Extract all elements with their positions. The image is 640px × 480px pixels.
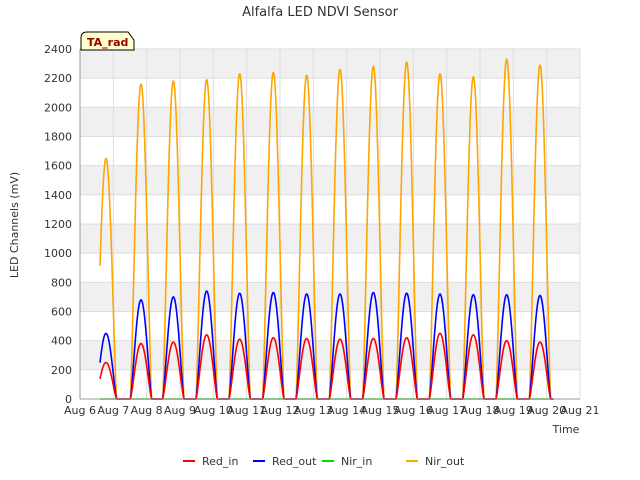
x-tick-label: Aug 16 [394,404,433,417]
plot-band [80,253,580,283]
legend-label: Nir_out [425,455,465,468]
y-tick-label: 1800 [44,131,72,144]
legend-label: Nir_in [341,455,372,468]
x-tick-label: Aug 18 [461,404,500,417]
y-tick-label: 2000 [44,101,72,114]
x-tick-label: Aug 7 [97,404,129,417]
x-tick-label: Aug 11 [227,404,266,417]
x-tick-label: Aug 10 [194,404,233,417]
x-tick-label: Aug 21 [561,404,600,417]
legend-label: Red_in [202,455,238,468]
x-tick-label: Aug 8 [131,404,163,417]
plot-band [80,107,580,137]
plot-band [80,311,580,341]
x-axis-label: Time [552,423,580,436]
y-tick-label: 400 [51,335,72,348]
plot-band [80,224,580,254]
plot-band [80,194,580,224]
y-tick-label: 1200 [44,218,72,231]
plot-band [80,165,580,195]
y-tick-label: 200 [51,364,72,377]
plot-band [80,136,580,166]
chart-title: Alfalfa LED NDVI Sensor [242,5,399,20]
x-tick-label: Aug 6 [64,404,96,417]
plot-band [80,282,580,312]
y-axis-label: LED Channels (mV) [8,172,21,278]
y-tick-label: 2400 [44,43,72,56]
x-tick-label: Aug 17 [427,404,466,417]
x-tick-label: Aug 20 [527,404,566,417]
x-tick-label: Aug 19 [494,404,533,417]
axes [79,49,580,400]
x-tick-label: Aug 13 [294,404,333,417]
plot-band [80,78,580,108]
y-tick-label: 800 [51,276,72,289]
x-tick-label: Aug 15 [361,404,400,417]
x-tick-label: Aug 12 [261,404,300,417]
y-tick-labels: 0 200 400 600 800 1000 1200 1400 1600 1800 2000 220… [44,43,72,406]
badge-shape [80,31,135,51]
x-tick-label: Aug 14 [327,404,366,417]
y-tick-label: 1400 [44,189,72,202]
y-tick-label: 600 [51,306,72,319]
y-tick-label: 1600 [44,160,72,173]
x-tick-label: Aug 9 [164,404,196,417]
y-tick-label: 0 [65,393,72,406]
y-tick-label: 2200 [44,72,72,85]
legend-label: Red_out [272,455,317,468]
badge: TA_rad [80,31,135,51]
plot-band [80,49,580,79]
y-tick-label: 1000 [44,247,72,260]
badge-text: TA_rad [87,36,128,49]
legend: Red_in Red_out Nir_in Nir_out [183,455,465,468]
